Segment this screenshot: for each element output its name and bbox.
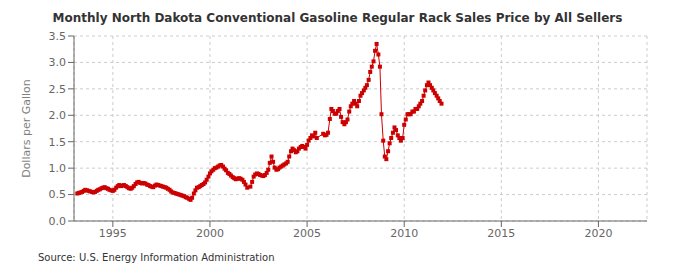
svg-text:2.0: 2.0	[49, 109, 67, 122]
svg-text:0.0: 0.0	[49, 215, 67, 228]
svg-text:1995: 1995	[99, 227, 127, 240]
svg-text:2.5: 2.5	[49, 83, 67, 96]
svg-text:0.5: 0.5	[49, 188, 67, 201]
html-text:Source: U.S. Energy Informatio: Source: U.S. Energy Information Administ…	[38, 252, 275, 263]
svg-text:2000: 2000	[196, 227, 224, 240]
svg-text:1.0: 1.0	[49, 162, 67, 175]
svg-text:Dollars per Gallon: Dollars per Gallon	[20, 79, 33, 178]
html-text:Monthly North Dakota Conventio: Monthly North Dakota Conventional Gasoli…	[52, 11, 623, 25]
svg-text:2020: 2020	[584, 227, 612, 240]
svg-text:2015: 2015	[487, 227, 515, 240]
svg-text:3.5: 3.5	[49, 30, 67, 43]
svg-text:2005: 2005	[293, 227, 321, 240]
svg-text:2010: 2010	[390, 227, 418, 240]
svg-text:1.5: 1.5	[49, 136, 67, 149]
svg-text:3.0: 3.0	[49, 56, 67, 69]
